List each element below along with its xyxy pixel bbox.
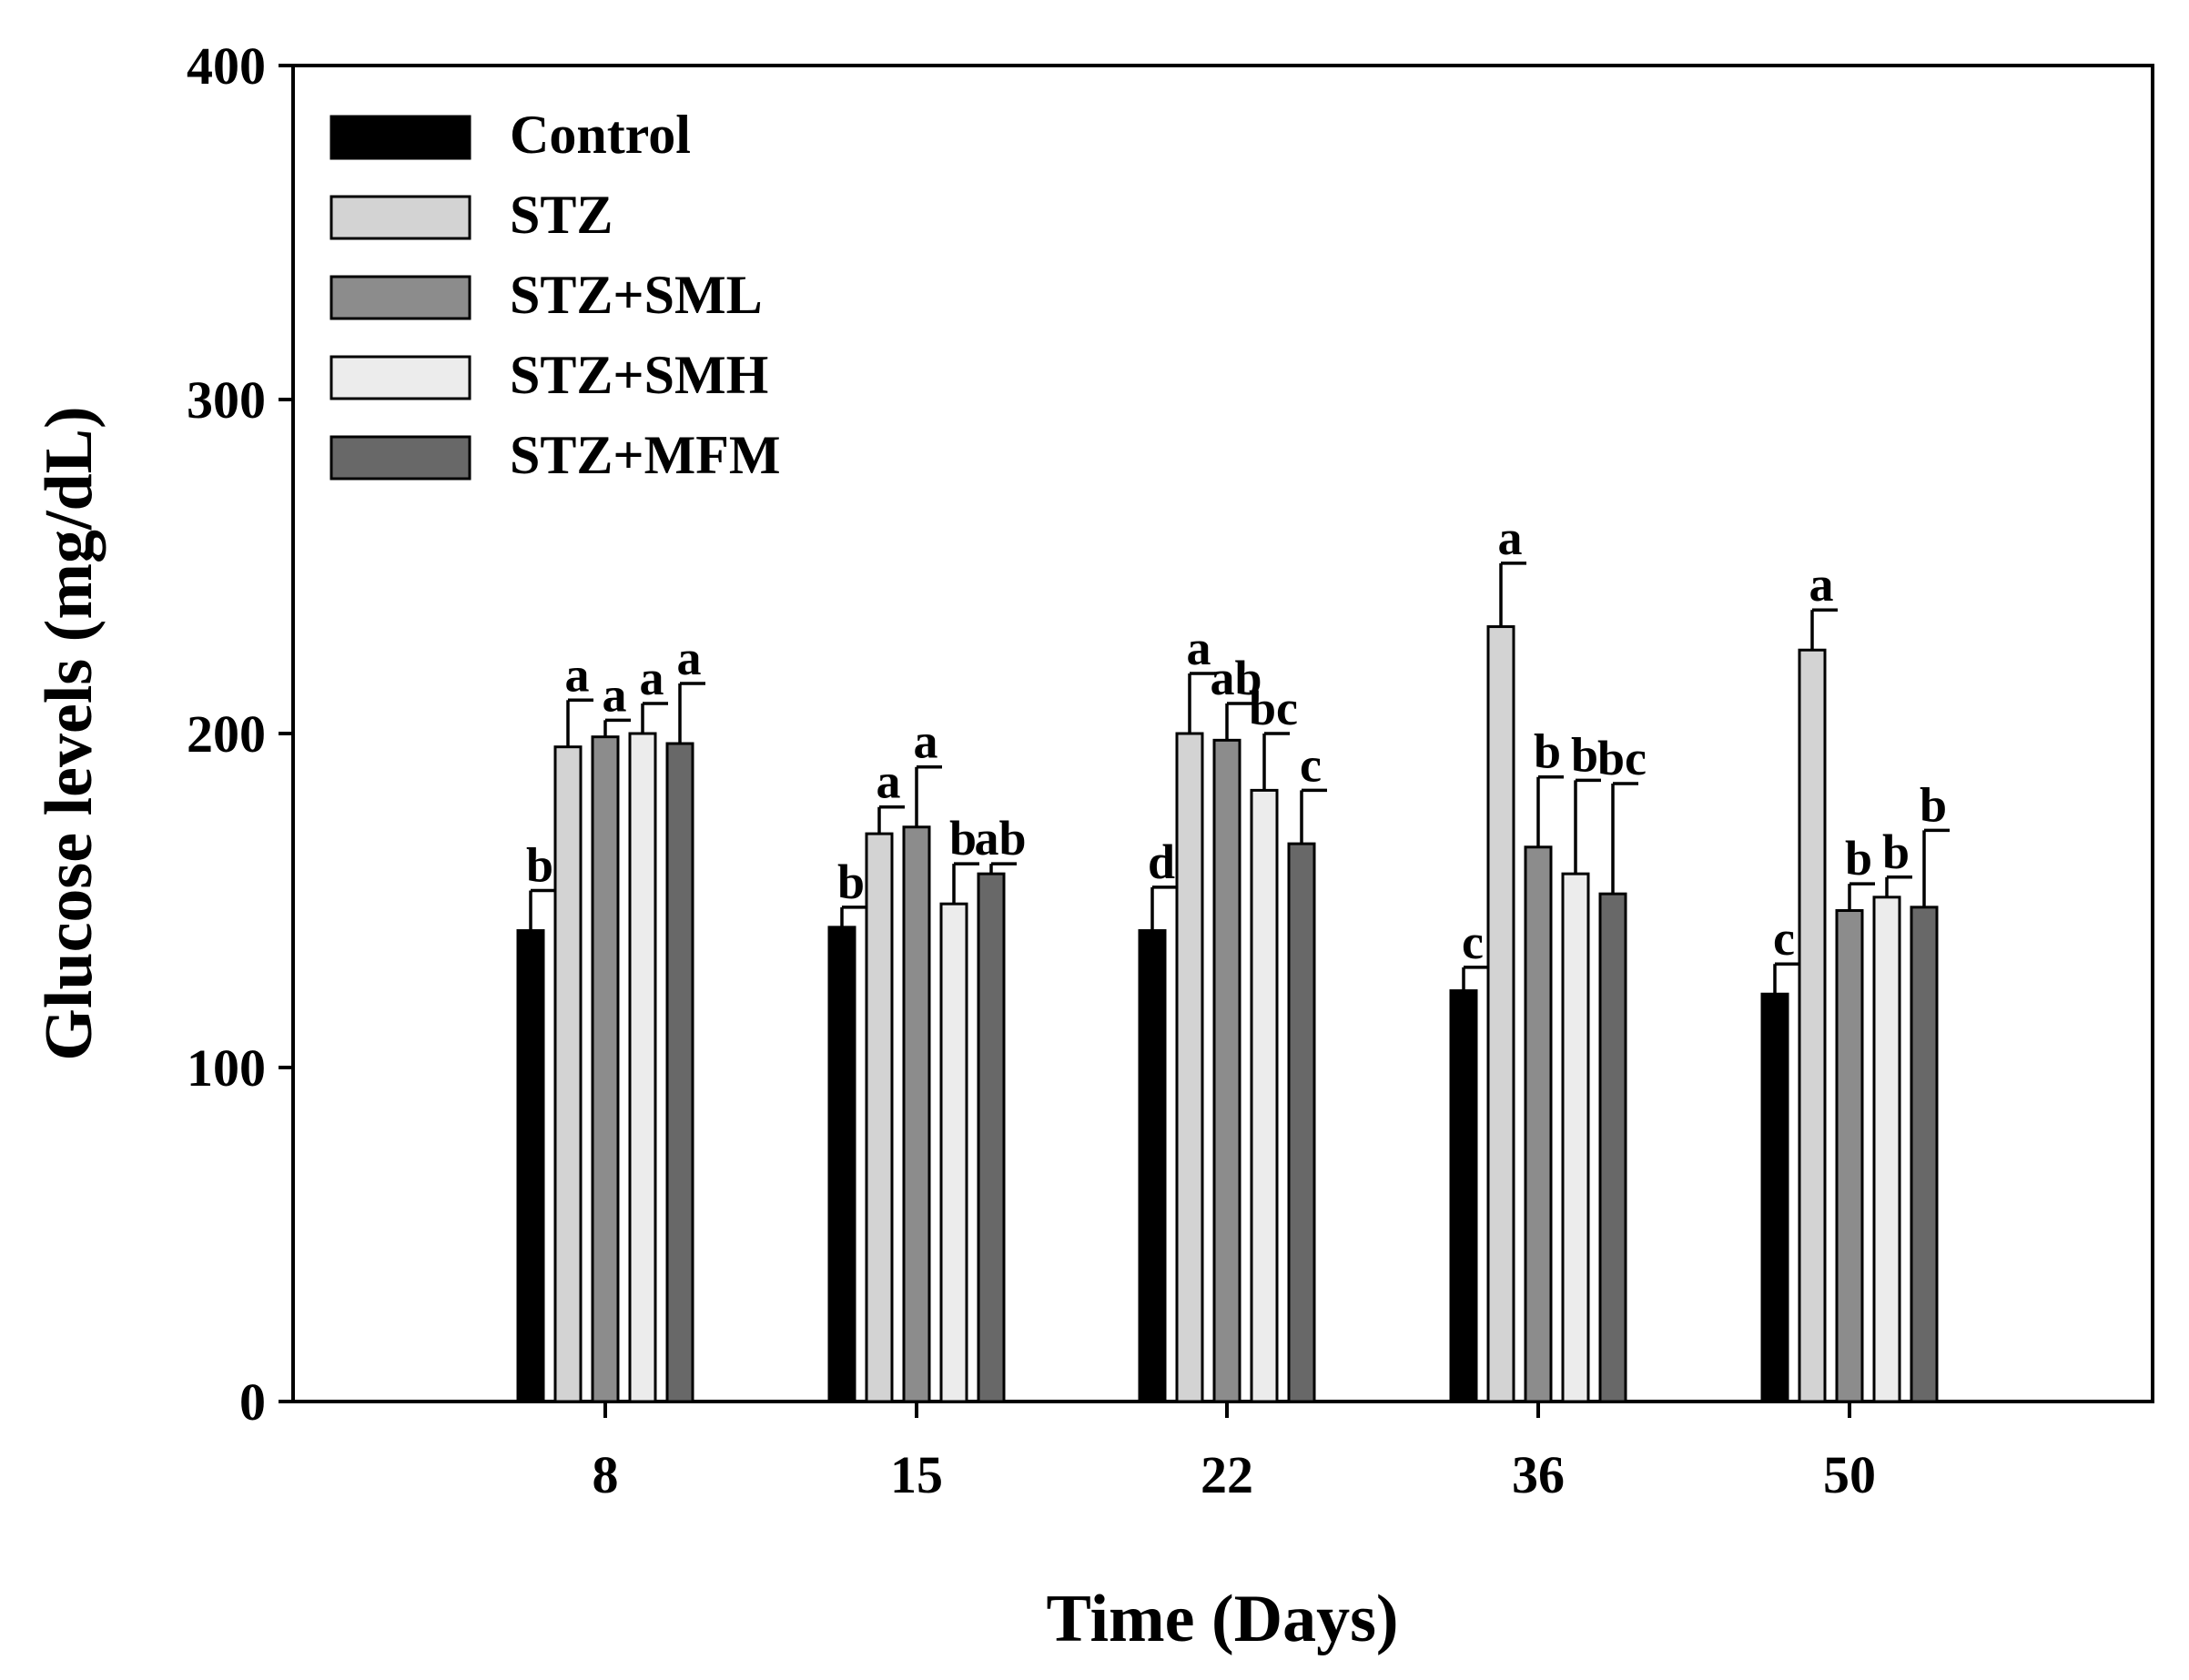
significance-letter: c — [1462, 915, 1484, 969]
bar-control-day-36 — [1449, 989, 1478, 1403]
significance-letter: c — [1300, 737, 1322, 792]
bar-stz-smh-day-8 — [628, 732, 657, 1403]
significance-letter: b — [1534, 724, 1561, 779]
significance-letter: d — [1148, 835, 1175, 889]
x-tick-label: 22 — [1201, 1445, 1253, 1504]
significance-letter: b — [837, 855, 865, 909]
bar-stz-sml-day-15 — [902, 825, 931, 1403]
significance-letter: b — [949, 811, 977, 865]
legend-swatch-stz-smh — [329, 355, 471, 400]
significance-letter: b — [1845, 831, 1872, 886]
bar-control-day-22 — [1138, 929, 1167, 1403]
significance-letter: a — [1809, 557, 1834, 612]
significance-letter: bc — [1249, 681, 1298, 735]
legend-label: STZ+MFM — [510, 425, 781, 485]
bar-control-day-8 — [516, 929, 545, 1403]
significance-letter: ab — [1210, 651, 1262, 705]
bar-stz-mfm-day-36 — [1598, 892, 1627, 1403]
significance-letter: b — [1571, 727, 1598, 782]
significance-letter: bc — [1597, 731, 1647, 785]
y-tick-label: 100 — [187, 1038, 266, 1098]
bar-stz-mfm-day-22 — [1287, 842, 1316, 1403]
x-axis-title: Time (Days) — [1046, 1582, 1398, 1656]
legend-label: STZ+SML — [510, 265, 763, 325]
y-axis-title: Glucose levels (mg/dL) — [32, 406, 106, 1060]
x-tick-label: 8 — [593, 1445, 619, 1504]
legend: Control STZ STZ+SML STZ+SMH STZ+MFM — [329, 105, 781, 485]
legend-swatch-stz-sml — [329, 275, 471, 320]
bar-stz-sml-day-22 — [1212, 738, 1241, 1403]
y-tick-label: 300 — [187, 370, 266, 430]
bar-group-day-36: c a b bbc — [1449, 511, 1647, 1403]
bar-group-day-50: c a b bb — [1760, 557, 1950, 1403]
y-tick-label: 0 — [239, 1372, 266, 1432]
legend-label: STZ+SMH — [510, 345, 768, 405]
bar-stz-day-50 — [1798, 648, 1827, 1403]
legend-label: STZ — [510, 185, 613, 245]
bar-stz-smh-day-22 — [1250, 788, 1279, 1403]
bar-stz-sml-day-36 — [1524, 845, 1553, 1403]
significance-letter: b — [1882, 825, 1910, 879]
bar-stz-sml-day-8 — [591, 735, 620, 1403]
significance-letter: b — [1920, 777, 1947, 832]
significance-letter: a — [914, 714, 938, 769]
significance-letter: a — [1187, 621, 1211, 675]
bar-stz-smh-day-50 — [1872, 896, 1901, 1403]
significance-letter: b — [526, 837, 553, 892]
bar-stz-smh-day-15 — [939, 902, 968, 1403]
bar-stz-mfm-day-15 — [977, 872, 1006, 1403]
significance-letter: a — [877, 754, 901, 809]
significance-letter: a — [565, 647, 590, 702]
legend-swatch-stz — [329, 195, 471, 240]
significance-letter: a — [640, 651, 664, 705]
significance-letter: a — [677, 631, 702, 685]
bar-stz-mfm-day-50 — [1910, 906, 1939, 1403]
x-tick-label: 36 — [1512, 1445, 1565, 1504]
bar-stz-day-36 — [1486, 625, 1515, 1403]
bar-stz-day-15 — [865, 832, 894, 1403]
significance-letter: ab — [974, 811, 1026, 865]
y-tick-label: 200 — [187, 704, 266, 764]
y-axis: 0 100 200 300 400 — [187, 36, 293, 1432]
y-tick-label: 400 — [187, 36, 266, 96]
x-axis: 8 15 22 36 50 — [593, 1402, 1876, 1504]
bar-control-day-50 — [1760, 992, 1789, 1403]
bar-stz-smh-day-36 — [1561, 872, 1590, 1403]
bar-stz-mfm-day-8 — [665, 742, 694, 1403]
bar-group-day-8: ba a a a — [516, 631, 705, 1403]
significance-letter: a — [1498, 511, 1523, 565]
significance-letter: a — [603, 667, 627, 722]
legend-label: Control — [510, 105, 691, 165]
x-tick-label: 50 — [1823, 1445, 1876, 1504]
significance-letter: c — [1773, 911, 1795, 966]
legend-swatch-stz-mfm — [329, 435, 471, 481]
bar-stz-day-8 — [553, 745, 583, 1403]
bar-control-day-15 — [827, 926, 856, 1403]
x-tick-label: 15 — [890, 1445, 943, 1504]
bar-stz-day-22 — [1175, 732, 1204, 1403]
bar-stz-sml-day-50 — [1835, 909, 1864, 1403]
legend-swatch-control — [329, 115, 471, 160]
